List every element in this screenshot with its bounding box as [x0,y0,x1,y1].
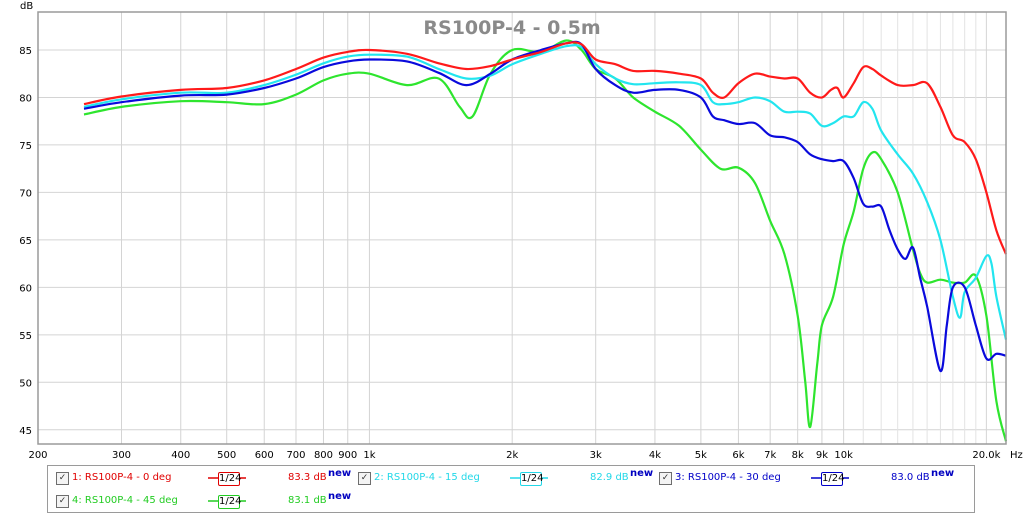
legend-checkbox[interactable]: ✓ [56,495,69,508]
curves [83,39,1008,442]
legend-item-label: 4: RS100P-4 - 45 deg [72,495,178,506]
frequency-response-chart: 45 50 55 60 65 70 75 80 85 200 300 400 500 600 700 800 9… [19,1,1023,461]
x-tick-label: 6k [732,450,744,461]
y-tick-label: 50 [19,378,32,389]
new-badge: new [328,491,352,502]
new-badge: new [931,468,955,479]
y-tick-label: 85 [19,46,32,57]
legend-item-label: 3: RS100P-4 - 30 deg [675,472,781,483]
series-line-15deg [83,44,1008,340]
legend-checkbox[interactable]: ✓ [659,472,672,485]
y-tick-label: 45 [19,426,32,437]
new-badge: new [630,468,654,479]
x-tick-label: 10k [834,450,853,461]
legend-panel: ✓ 1: RS100P-4 - 0 deg 1/24 83.3 dB new ✓… [47,465,975,513]
x-tick-label: 400 [171,450,190,461]
series-line-0deg [83,41,1008,255]
y-tick-label: 55 [19,331,32,342]
x-tick-label: 300 [112,450,131,461]
y-tick-label: 60 [19,283,32,294]
x-tick-label: 8k [792,450,804,461]
legend-item-value: 83.1 dB [288,495,327,506]
x-tick-label: 20.0k [972,450,1000,461]
legend-item-value: 82.9 dB [590,472,629,483]
x-tick-label: 7k [764,450,776,461]
legend-checkbox[interactable]: ✓ [358,472,371,485]
x-axis-unit: Hz [1010,450,1023,461]
new-badge: new [328,468,352,479]
x-tick-label: 900 [338,450,357,461]
smoothing-label[interactable]: 1/24 [821,472,845,486]
x-tick-label: 3k [590,450,602,461]
y-tick-label: 70 [19,188,32,199]
legend-item-value: 83.0 dB [891,472,930,483]
y-tick-label: 65 [19,236,32,247]
series-line-30deg [83,40,1007,373]
x-tick-label: 600 [255,450,274,461]
x-tick-label: 500 [217,450,236,461]
x-tick-label: 1k [363,450,375,461]
smoothing-label[interactable]: 1/24 [218,495,242,509]
legend-checkbox[interactable]: ✓ [56,472,69,485]
x-tick-label: 200 [28,450,47,461]
legend-item-label: 1: RS100P-4 - 0 deg [72,472,172,483]
legend-item-value: 83.3 dB [288,472,327,483]
x-tick-label: 800 [314,450,333,461]
chart-title: RS100P-4 - 0.5m [423,17,600,39]
x-tick-label: 4k [649,450,661,461]
legend-item-label: 2: RS100P-4 - 15 deg [374,472,480,483]
smoothing-label[interactable]: 1/24 [218,472,242,486]
y-tick-label: 80 [19,93,32,104]
x-tick-label: 2k [506,450,518,461]
x-tick-label: 5k [695,450,707,461]
smoothing-label[interactable]: 1/24 [520,472,544,486]
plot-frame [37,11,1007,445]
tick-labels: 45 50 55 60 65 70 75 80 85 200 300 400 500 600 700 800 9… [19,46,1000,461]
y-axis-label: dB [20,1,33,12]
x-tick-label: 9k [816,450,828,461]
y-tick-label: 75 [19,141,32,152]
x-tick-label: 700 [286,450,305,461]
